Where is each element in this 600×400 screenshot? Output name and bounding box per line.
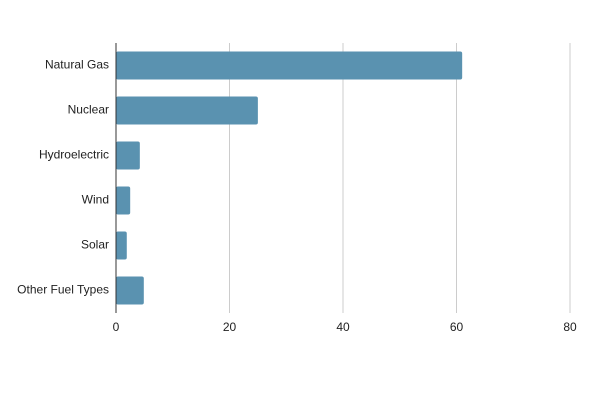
x-tick-label: 40 <box>336 320 350 334</box>
y-tick-label: Wind <box>82 193 109 207</box>
x-tick-label: 0 <box>113 320 120 334</box>
bar <box>116 96 258 125</box>
y-tick-label: Natural Gas <box>45 58 109 72</box>
bar <box>116 186 131 215</box>
x-tick-label: 20 <box>223 320 237 334</box>
y-tick-label: Hydroelectric <box>39 148 109 162</box>
bar <box>116 276 144 305</box>
x-tick-label: 80 <box>563 320 577 334</box>
x-tick-label: 60 <box>450 320 464 334</box>
bar <box>116 231 127 260</box>
bar <box>116 141 140 170</box>
bar <box>116 51 463 80</box>
y-tick-label: Solar <box>81 238 109 252</box>
y-tick-label: Other Fuel Types <box>17 283 109 297</box>
y-tick-label: Nuclear <box>68 103 109 117</box>
